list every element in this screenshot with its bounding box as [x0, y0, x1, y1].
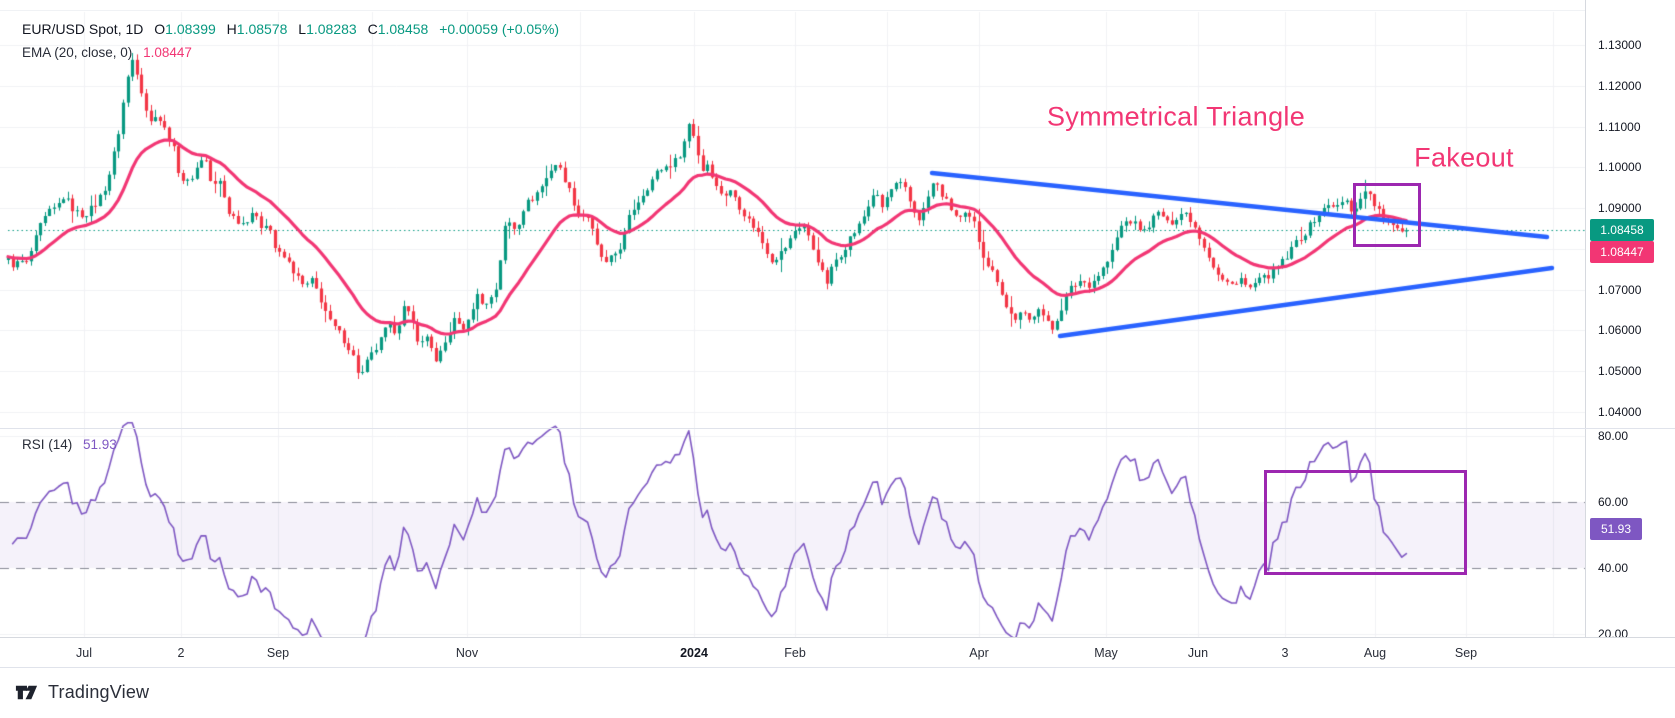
- ohlc-high-value: 1.08578: [236, 21, 288, 37]
- time-axis-label[interactable]: Feb: [784, 646, 806, 660]
- ema-legend-label[interactable]: EMA (20, close, 0): [22, 45, 133, 60]
- bottom-bar: TradingView: [0, 669, 1675, 718]
- tradingview-watermark-text: TradingView: [48, 682, 150, 702]
- fakeout-highlight-box-price[interactable]: [1353, 183, 1421, 247]
- symmetrical-triangle-annotation[interactable]: Symmetrical Triangle: [1046, 101, 1306, 132]
- last-price-badge: 1.08458: [1590, 219, 1654, 241]
- time-axis-label[interactable]: Sep: [266, 646, 290, 660]
- ema-legend[interactable]: EMA (20, close, 0) 1.08447: [22, 45, 192, 60]
- price-axis-label: 1.10000: [1598, 160, 1642, 175]
- price-axis-panel[interactable]: 1.13000 1.12000 1.11000 1.10000 1.09000 1.070…: [1585, 0, 1675, 668]
- time-axis[interactable]: Jul 2 Sep Nov 2024 Feb Apr May Jun 3 Aug Sep: [0, 637, 1675, 668]
- ohlc-close-label: C: [367, 21, 378, 37]
- ohlc-high-label: H: [226, 21, 237, 37]
- time-axis-label[interactable]: May: [1094, 646, 1118, 660]
- rsi-axis-label: 60.00: [1598, 495, 1629, 509]
- time-axis-label[interactable]: 2: [177, 646, 185, 660]
- price-axis-label: 1.11000: [1598, 119, 1641, 134]
- ohlc-close-value: 1.08458: [377, 21, 429, 37]
- price-axis-label: 1.13000: [1598, 38, 1642, 52]
- price-axis-label: 1.09000: [1598, 201, 1642, 216]
- ohlc-low-value: 1.08283: [306, 21, 357, 37]
- price-axis-label: 1.05000: [1598, 364, 1642, 379]
- time-axis-label[interactable]: Jul: [76, 646, 92, 660]
- price-axis-label: 1.12000: [1598, 78, 1642, 93]
- tradingview-watermark[interactable]: TradingView: [14, 680, 149, 705]
- pane-separator[interactable]: [0, 428, 1675, 429]
- price-axis-label: 1.04000: [1598, 405, 1642, 419]
- price-rsi-chart-canvas[interactable]: [0, 0, 1585, 668]
- fakeout-highlight-box-rsi[interactable]: [1264, 470, 1467, 575]
- rsi-legend-value: 51.93: [83, 437, 117, 452]
- rsi-legend[interactable]: RSI (14) 51.93: [22, 437, 117, 452]
- price-axis-label: 1.06000: [1598, 323, 1642, 338]
- rsi-legend-label[interactable]: RSI (14): [22, 437, 73, 452]
- price-axis-label: 1.07000: [1598, 282, 1642, 297]
- time-axis-label[interactable]: Nov: [455, 646, 479, 660]
- rsi-value-badge: 51.93: [1590, 518, 1642, 540]
- pane-top-border: [0, 10, 1675, 11]
- time-axis-label[interactable]: Aug: [1363, 646, 1387, 660]
- time-axis-label[interactable]: 3: [1281, 646, 1289, 660]
- fakeout-annotation[interactable]: Fakeout: [1414, 142, 1514, 173]
- ema-value-badge: 1.08447: [1590, 241, 1654, 263]
- tradingview-logo-icon: [14, 680, 39, 705]
- time-axis-label[interactable]: Apr: [969, 646, 989, 660]
- ohlc-change: +0.00059 (+0.05%): [439, 21, 560, 37]
- ohlc-open-label: O: [154, 21, 166, 37]
- ohlc-open-value: 1.08399: [165, 21, 216, 37]
- ema-legend-value: 1.08447: [143, 45, 192, 60]
- symbol-title[interactable]: EUR/USD Spot, 1D: [22, 21, 144, 37]
- rsi-axis-label: 40.00: [1598, 561, 1629, 575]
- time-axis-label[interactable]: Jun: [1187, 646, 1209, 660]
- symbol-legend[interactable]: EUR/USD Spot, 1D O1.08399 H1.08578 L1.08…: [22, 21, 559, 37]
- rsi-axis-label: 80.00: [1598, 429, 1629, 443]
- ohlc-low-label: L: [298, 21, 307, 37]
- time-axis-label[interactable]: Sep: [1454, 646, 1478, 660]
- time-axis-label[interactable]: 2024: [680, 646, 708, 660]
